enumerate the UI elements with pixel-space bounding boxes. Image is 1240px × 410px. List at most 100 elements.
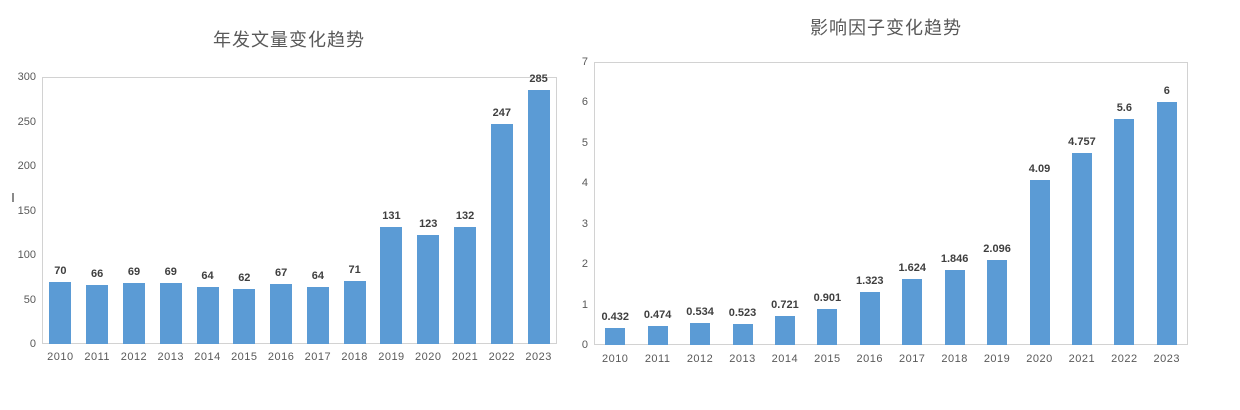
bar-value-label: 4.757 xyxy=(1068,135,1096,148)
x-tick-label: 2011 xyxy=(84,351,110,363)
y-tick-label: 0 xyxy=(29,338,36,350)
x-tick-label: 2019 xyxy=(983,353,1011,365)
x-tick-label: 2023 xyxy=(525,351,552,363)
y-tick-label: 100 xyxy=(17,249,36,261)
x-tick-label: 2022 xyxy=(1111,353,1138,365)
x-tick-label: 2021 xyxy=(451,351,479,363)
y-tick-label: 150 xyxy=(17,204,36,217)
x-tick-label: 2012 xyxy=(120,351,148,363)
bar xyxy=(527,90,550,344)
bar xyxy=(1029,179,1050,345)
bar xyxy=(454,226,477,344)
bar xyxy=(196,287,219,344)
bar xyxy=(817,308,838,345)
bar-value-label: 0.534 xyxy=(686,306,714,319)
x-tick-label: 2010 xyxy=(601,353,629,365)
x-tick-label: 2016 xyxy=(856,353,884,365)
bar-value-label: 0.523 xyxy=(728,306,757,319)
x-tick-label: 2012 xyxy=(686,353,714,365)
y-tick-label: 6 xyxy=(581,96,588,109)
bar xyxy=(902,279,923,345)
x-tick-label: 2013 xyxy=(729,353,756,365)
bar-value-label: 132 xyxy=(455,209,475,222)
x-tick-label: 2017 xyxy=(304,351,332,363)
bar-value-label: 66 xyxy=(91,268,104,281)
x-tick-label: 2018 xyxy=(341,351,368,363)
bar xyxy=(49,281,72,344)
x-tick-label: 2023 xyxy=(1153,353,1181,365)
y-tick-label: 50 xyxy=(23,293,36,306)
y-tick-label: 3 xyxy=(581,217,588,230)
bar xyxy=(690,323,711,345)
bar xyxy=(490,124,513,344)
bar xyxy=(417,234,440,344)
y-axis-tick-artifact xyxy=(12,193,14,202)
bar xyxy=(306,287,329,344)
bar xyxy=(605,327,626,345)
bar-value-label: 62 xyxy=(238,271,251,284)
y-tick-label: 1 xyxy=(581,298,588,311)
bar-value-label: 64 xyxy=(201,270,214,283)
x-tick-label: 2019 xyxy=(378,351,405,363)
y-tick-label: 0 xyxy=(581,339,588,351)
bar-value-label: 6 xyxy=(1163,85,1170,98)
x-tick-label: 2014 xyxy=(194,351,221,363)
publications-chart-title: 年发文量变化趋势 xyxy=(213,30,365,50)
y-tick-label: 250 xyxy=(17,115,36,128)
bar xyxy=(233,288,256,344)
bar-value-label: 69 xyxy=(164,265,177,278)
x-tick-label: 2020 xyxy=(415,351,442,363)
x-tick-label: 2011 xyxy=(644,353,671,365)
bar-value-label: 5.6 xyxy=(1116,101,1132,114)
bar xyxy=(859,291,880,345)
x-tick-label: 2010 xyxy=(47,351,74,363)
y-tick-label: 7 xyxy=(581,56,588,68)
bar xyxy=(1071,152,1092,345)
bar xyxy=(1156,102,1177,345)
bar-value-label: 70 xyxy=(54,264,67,277)
bar-value-label: 1.846 xyxy=(940,253,969,266)
x-tick-label: 2022 xyxy=(488,351,516,363)
bar-value-label: 71 xyxy=(348,263,361,276)
bar xyxy=(380,227,403,344)
bar-value-label: 2.096 xyxy=(983,243,1011,256)
bar-value-label: 247 xyxy=(492,107,511,120)
y-tick-label: 4 xyxy=(581,177,588,190)
x-tick-label: 2018 xyxy=(941,353,968,365)
y-tick-label: 200 xyxy=(17,160,36,172)
bar-value-label: 69 xyxy=(127,265,141,278)
bar-value-label: 67 xyxy=(274,267,288,280)
x-tick-label: 2015 xyxy=(231,351,258,363)
bar xyxy=(987,260,1008,345)
y-tick-label: 2 xyxy=(581,258,588,271)
bar-value-label: 0.432 xyxy=(601,310,629,323)
x-tick-label: 2013 xyxy=(157,351,184,363)
x-tick-label: 2015 xyxy=(814,353,841,365)
bar-value-label: 0.721 xyxy=(771,298,799,311)
bar-value-label: 1.323 xyxy=(856,274,884,287)
x-tick-label: 2016 xyxy=(267,351,295,363)
x-tick-label: 2017 xyxy=(898,353,926,365)
bar-value-label: 64 xyxy=(311,270,325,283)
bar-value-label: 285 xyxy=(529,73,548,86)
bar xyxy=(86,285,109,344)
bar-value-label: 131 xyxy=(382,210,401,223)
y-tick-label: 300 xyxy=(17,71,36,83)
bar-value-label: 123 xyxy=(419,217,438,230)
bar xyxy=(343,280,366,344)
y-tick-label: 5 xyxy=(581,136,588,149)
bar-value-label: 0.901 xyxy=(813,291,842,304)
bar xyxy=(159,282,182,344)
x-tick-label: 2020 xyxy=(1026,353,1053,365)
bar xyxy=(270,284,293,344)
bar xyxy=(1114,118,1135,345)
bar xyxy=(732,323,753,345)
bar-value-label: 0.474 xyxy=(643,308,672,321)
bar-value-label: 4.09 xyxy=(1028,162,1051,175)
bar xyxy=(122,282,145,344)
x-tick-label: 2014 xyxy=(771,353,799,365)
impact-factor-chart-title: 影响因子变化趋势 xyxy=(810,18,962,38)
bar xyxy=(647,325,668,345)
bar xyxy=(944,270,965,345)
